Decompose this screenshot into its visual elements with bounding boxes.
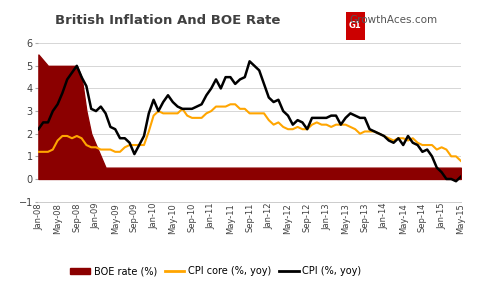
- Legend: BOE rate (%), CPI core (%, yoy), CPI (%, yoy): BOE rate (%), CPI core (%, yoy), CPI (%,…: [67, 262, 365, 280]
- Text: British Inflation And BOE Rate: British Inflation And BOE Rate: [55, 14, 281, 27]
- Text: GrowthAces.com: GrowthAces.com: [349, 15, 438, 25]
- Text: G1: G1: [349, 21, 361, 31]
